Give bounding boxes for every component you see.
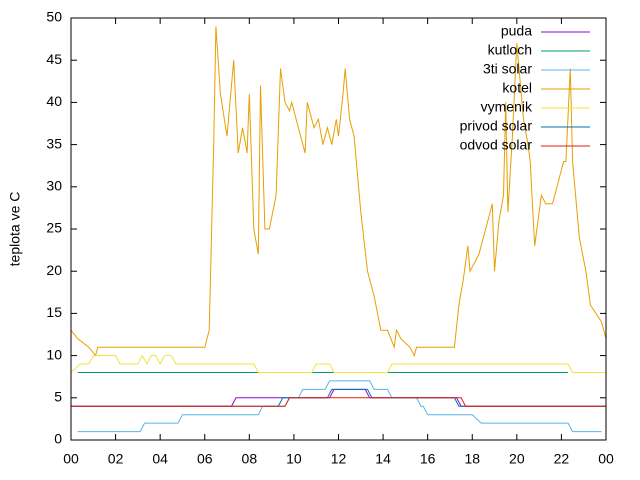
x-tick-label: 08 [242,451,258,467]
legend-label: odvod solar [460,137,533,153]
legend-label: puda [501,23,532,39]
y-tick-label: 20 [46,262,62,278]
legend-label: vymenik [481,99,533,115]
x-tick-label: 02 [108,451,124,467]
y-tick-label: 50 [46,9,62,25]
series-line [71,388,606,407]
plot-border [70,17,607,441]
series-line [70,354,606,373]
legend-label: privod solar [460,118,533,134]
y-tick-label: 15 [46,304,62,320]
x-tick-label: 04 [152,451,168,467]
legend-label: 3ti solar [483,61,532,77]
x-tick-label: 12 [331,451,347,467]
y-tick-label: 25 [46,220,62,236]
x-tick-label: 14 [375,451,391,467]
legend-label: kotel [502,80,532,96]
x-tick-label: 00 [63,451,79,467]
series-line [70,26,607,357]
y-tick-label: 45 [46,51,62,67]
x-tick-label: 18 [464,451,480,467]
x-tick-label: 22 [554,451,570,467]
y-tick-label: 10 [46,346,62,362]
series-line [71,397,606,407]
x-tick-label: 10 [286,451,302,467]
y-axis-label: teplota ve C [7,192,23,267]
y-tick-label: 0 [54,431,62,447]
series-line [77,380,602,433]
x-tick-label: 00 [598,451,614,467]
y-tick-label: 5 [54,389,62,405]
x-tick-label: 20 [509,451,525,467]
y-tick-label: 40 [46,93,62,109]
y-tick-label: 35 [46,135,62,151]
x-tick-label: 06 [197,451,213,467]
legend-label: kutloch [488,42,532,58]
y-tick-label: 30 [46,178,62,194]
x-tick-label: 16 [420,451,436,467]
